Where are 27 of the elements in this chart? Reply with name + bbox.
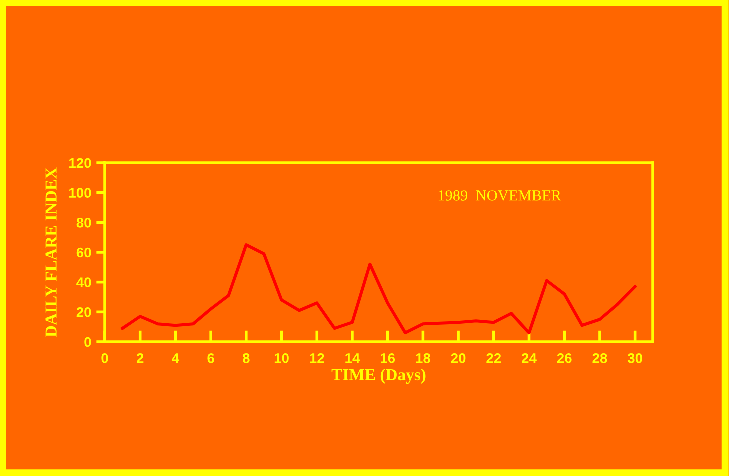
x-axis-title: TIME (Days) (332, 368, 426, 384)
x-tick-label: 26 (557, 353, 572, 364)
x-tick-label: 22 (486, 353, 502, 364)
x-tick-label: 12 (310, 353, 324, 364)
y-tick-label: 80 (76, 218, 92, 228)
x-tick-label: 2 (136, 353, 144, 364)
x-tick-label: 6 (208, 353, 214, 364)
x-tick-label: 10 (274, 353, 289, 364)
x-tick-label: 24 (522, 353, 537, 364)
x-tick-label: 28 (592, 353, 608, 364)
x-tick-label: 4 (172, 354, 180, 364)
x-tick-label: 8 (243, 353, 250, 364)
x-tick-label: 14 (346, 354, 360, 364)
y-tick-label: 0 (84, 337, 92, 348)
x-tick-label: 30 (628, 353, 642, 364)
x-tick-label: 16 (380, 353, 396, 364)
x-tick-label: 18 (416, 353, 430, 364)
y-tick-label: 40 (76, 278, 92, 288)
x-tick-label: 20 (451, 353, 466, 364)
y-tick-label: 120 (70, 158, 92, 168)
annotation: 1989 NOVEMBER (438, 190, 562, 201)
line-series (121, 244, 637, 335)
y-axis-title: DAILY FLARE INDEX (46, 168, 57, 338)
y-tick-label: 100 (70, 188, 92, 198)
y-tick-label: 20 (76, 308, 92, 318)
x-tick-label: 0 (102, 353, 108, 364)
y-tick-label: 60 (76, 248, 92, 258)
